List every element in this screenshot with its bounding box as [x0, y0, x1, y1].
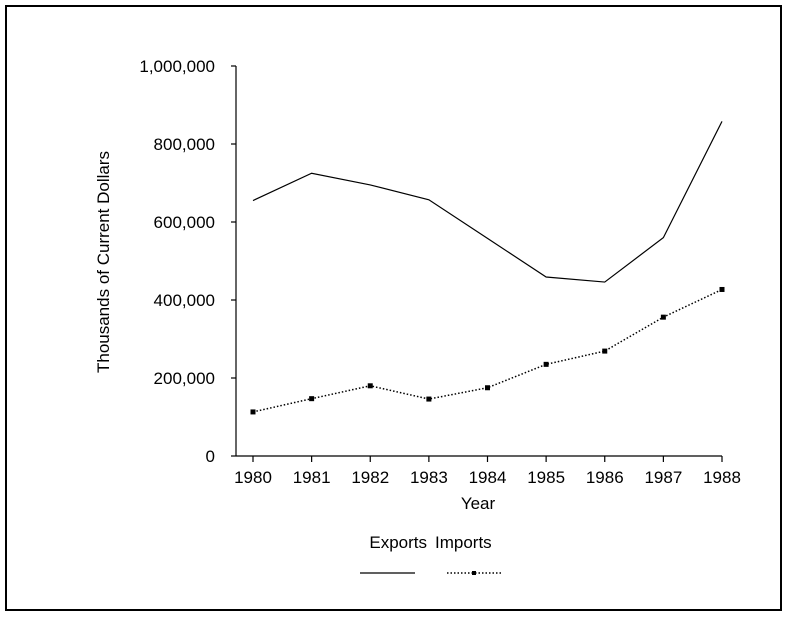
axes [231, 65, 723, 462]
x-tick-label: 1987 [644, 468, 682, 487]
x-tick-label: 1986 [586, 468, 624, 487]
series-line-exports [252, 121, 723, 283]
y-tick-label: 1,000,000 [139, 57, 215, 76]
legend-marker-imports [472, 571, 476, 575]
legend: Exports Imports [360, 533, 502, 575]
chart-frame [5, 5, 782, 611]
x-tick-label: 1982 [351, 468, 389, 487]
data-point-imports [309, 396, 315, 402]
data-point-imports [543, 361, 549, 367]
data-point-imports [719, 286, 725, 292]
x-tick-label: 1980 [234, 468, 272, 487]
x-tick-label: 1981 [293, 468, 331, 487]
x-tick-label: 1983 [410, 468, 448, 487]
data-point-imports [250, 409, 256, 415]
data-point-imports [367, 383, 373, 389]
series-layer [250, 121, 725, 415]
tick-labels: 0 200,000 400,000 600,000 800,000 1,000,000 19… [139, 57, 741, 487]
x-tick-label: 1985 [527, 468, 565, 487]
y-tick-label: 400,000 [154, 291, 215, 310]
y-axis-label: Thousands of Current Dollars [94, 151, 113, 373]
y-tick-label: 600,000 [154, 213, 215, 232]
y-tick-label: 0 [206, 447, 215, 466]
legend-label-exports: Exports [369, 533, 427, 552]
data-point-imports [426, 396, 432, 402]
x-axis-label: Year [461, 494, 496, 513]
y-tick-label: 800,000 [154, 135, 215, 154]
x-tick-label: 1988 [703, 468, 741, 487]
legend-label-imports: Imports [435, 533, 492, 552]
data-point-imports [485, 385, 490, 391]
x-tick-label: 1984 [469, 468, 507, 487]
y-tick-label: 200,000 [154, 369, 215, 388]
data-point-imports [602, 348, 608, 354]
series-line-imports [252, 288, 723, 413]
data-point-imports [660, 314, 666, 320]
